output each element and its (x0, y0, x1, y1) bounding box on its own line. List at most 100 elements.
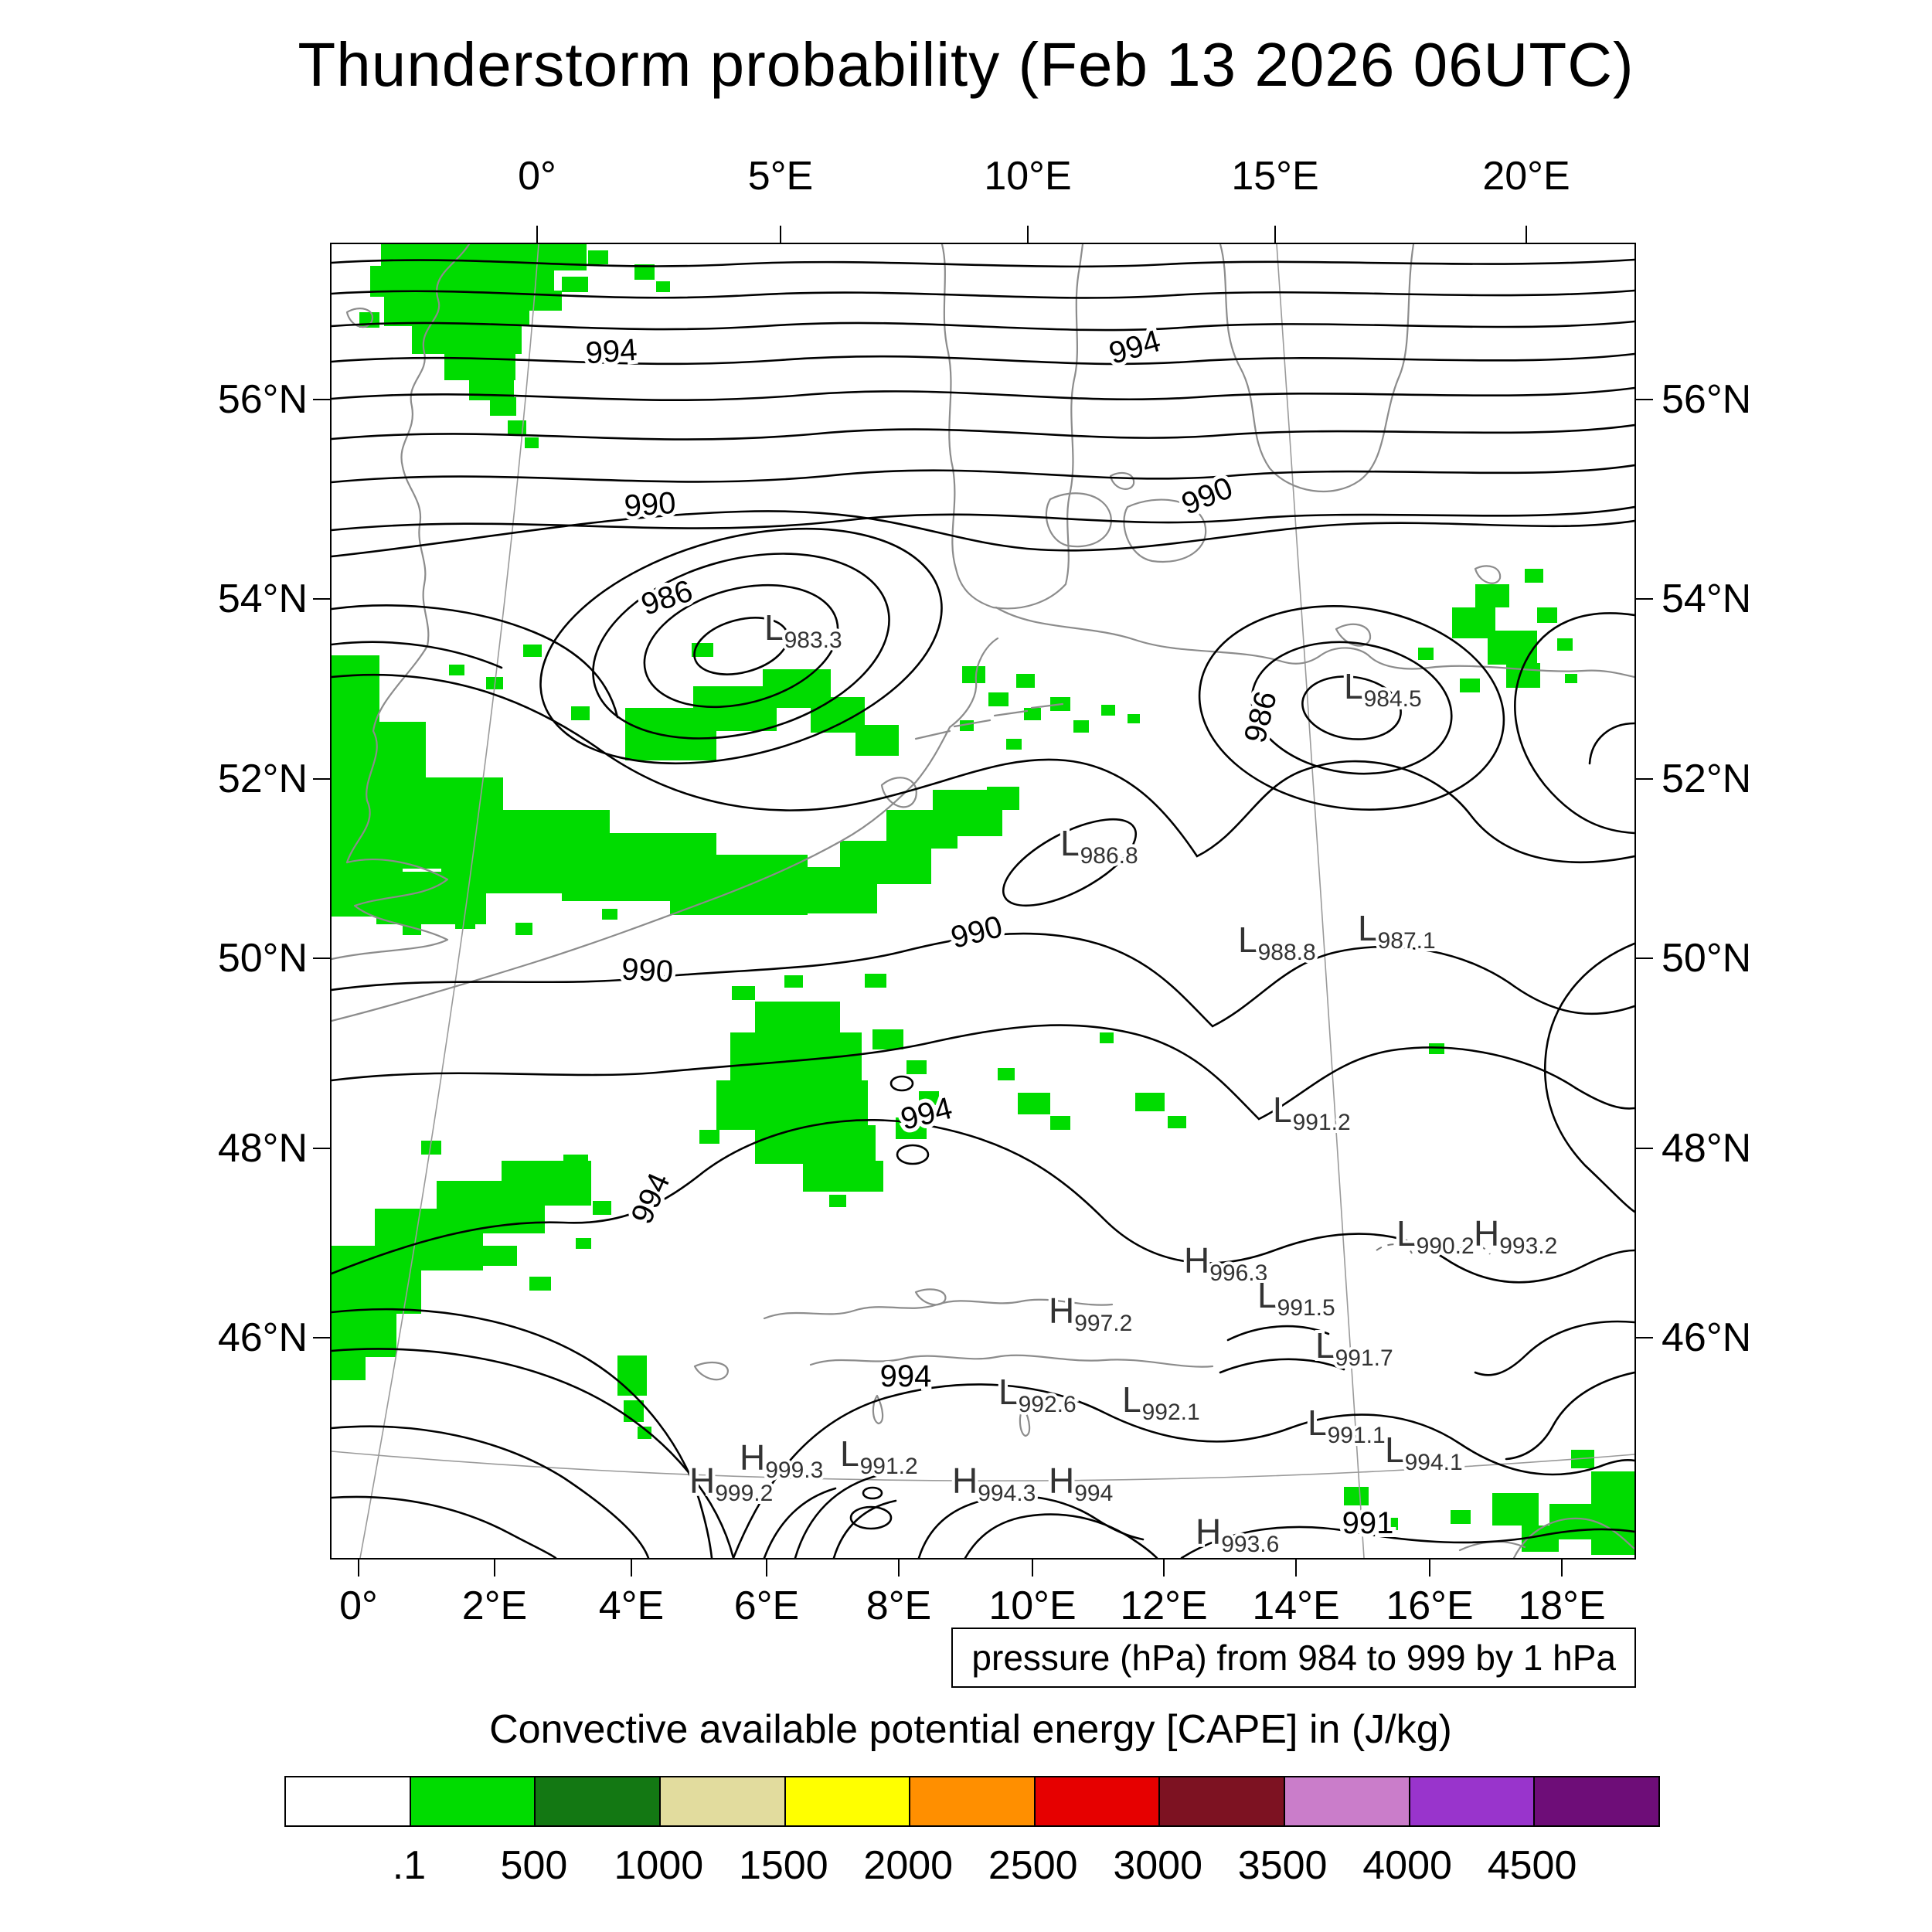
isobar (332, 673, 1634, 863)
cape-patch (412, 321, 522, 354)
colorbar-tick-label: 4500 (1487, 1843, 1577, 1888)
isobar-value-label: 994 (880, 1359, 932, 1393)
map-frame: 994 994 990 990 986 986 990 990 994 994 994 991 L983… (330, 243, 1636, 1560)
axis-tick-top (780, 226, 781, 243)
coastline (948, 637, 999, 729)
cape-patch (716, 1080, 868, 1130)
cape-patch (1344, 1487, 1369, 1505)
pressure-center-label: L983.3 (764, 607, 842, 653)
isobar-closed (896, 1144, 930, 1165)
axis-tick-bottom (898, 1560, 900, 1577)
cape-shading-layer (332, 244, 1634, 1555)
colorbar-tick-label: 1000 (614, 1843, 704, 1888)
colorbar-tick-label: 500 (500, 1843, 568, 1888)
axis-label-right: 52°N (1662, 757, 1752, 801)
colorbar-cell (534, 1777, 659, 1825)
cape-patch (829, 1195, 846, 1207)
cape-patch (755, 1125, 876, 1164)
cape-patch (1050, 1116, 1070, 1130)
axis-label-right: 56°N (1662, 377, 1752, 422)
colorbar-title: Convective available potential energy [C… (489, 1707, 1452, 1752)
pressure-center-label: L990.2 (1396, 1213, 1475, 1259)
axis-tick-bottom (494, 1560, 495, 1577)
axis-tick-bottom (1429, 1560, 1430, 1577)
cape-patch (1100, 1032, 1114, 1043)
lake (693, 1361, 729, 1381)
coastline (995, 606, 1634, 679)
axis-tick-right (1636, 1337, 1653, 1338)
pressure-center-label: L991.7 (1315, 1325, 1393, 1371)
island (1045, 492, 1112, 548)
pressure-center-label: H996.3 (1184, 1240, 1267, 1286)
graticule-layer (332, 244, 1634, 1558)
border-line (809, 1354, 1214, 1368)
cape-patch (490, 397, 516, 416)
axis-tick-bottom (1295, 1560, 1297, 1577)
colorbar-cell (658, 1777, 784, 1825)
cape-patch (656, 281, 670, 292)
axis-label-bottom: 6°E (733, 1583, 800, 1628)
axis-label-bottom: 16°E (1386, 1583, 1474, 1628)
pressure-center-label: L991.2 (840, 1434, 918, 1479)
pressure-center-label: L986.8 (1060, 823, 1138, 869)
isobar-value-label: 994 (624, 1168, 676, 1229)
axis-label-top: 15°E (1231, 154, 1319, 199)
isobar (1474, 1320, 1634, 1376)
isobar-closed-low (1198, 605, 1505, 811)
chart-title: Thunderstorm probability (Feb 13 2026 06… (298, 30, 1634, 99)
pressure-center-label: H994.3 (952, 1461, 1036, 1506)
cape-patch (1101, 705, 1115, 716)
axis-label-top: 20°E (1482, 154, 1570, 199)
cape-patch (1018, 1093, 1050, 1114)
cape-patch (1073, 720, 1089, 733)
pressure-center-label: L991.5 (1257, 1275, 1335, 1321)
colorbar-cell (1533, 1777, 1659, 1825)
cape-patch (483, 1246, 517, 1266)
axis-label-left: 54°N (217, 577, 308, 621)
lake (1019, 1406, 1031, 1437)
pressure-center-label: H999.3 (740, 1437, 823, 1483)
cape-patch (1475, 584, 1509, 607)
pressure-center-label: L991.1 (1308, 1403, 1386, 1448)
island (914, 730, 951, 740)
isobar-value-label: 990 (623, 486, 677, 524)
cape-patch (508, 420, 526, 434)
cape-patch (602, 909, 617, 920)
cape-patch (449, 665, 464, 675)
axis-tick-top (1027, 226, 1029, 243)
colorbar-cell (409, 1777, 535, 1825)
cape-patch (634, 264, 655, 280)
axis-tick-top (1274, 226, 1276, 243)
cape-patch (617, 1355, 647, 1396)
cape-colorbar (284, 1776, 1660, 1827)
cape-patch (906, 1060, 927, 1074)
axis-label-bottom: 12°E (1120, 1583, 1208, 1628)
axis-tick-left (313, 957, 330, 959)
axis-tick-left (313, 1337, 330, 1338)
isobar-closed-low (592, 553, 890, 740)
island (1030, 702, 1064, 709)
cape-patch (624, 1400, 644, 1422)
cape-patch (1383, 1518, 1398, 1530)
axis-tick-top (536, 226, 538, 243)
isobar (1219, 1358, 1345, 1374)
cape-patch (987, 787, 1019, 810)
isobar-value-label: 990 (621, 952, 674, 988)
axis-label-right: 54°N (1662, 577, 1752, 621)
axis-label-left: 50°N (217, 936, 308, 981)
axis-tick-bottom (1163, 1560, 1165, 1577)
cape-patch (562, 277, 588, 292)
cape-patch (638, 1427, 651, 1439)
pressure-center-label: L991.2 (1273, 1090, 1351, 1135)
pressure-center-label: L992.6 (998, 1372, 1077, 1417)
isobar-closed-low (1301, 675, 1402, 740)
isobar (332, 423, 1634, 440)
cape-patch (593, 1201, 611, 1215)
isobar (332, 505, 1634, 532)
coastlines-layer (332, 244, 1634, 1558)
cape-patch (1016, 674, 1035, 688)
isobar (332, 464, 1634, 484)
cape-patch (384, 292, 529, 326)
axis-label-top: 5°E (747, 154, 814, 199)
